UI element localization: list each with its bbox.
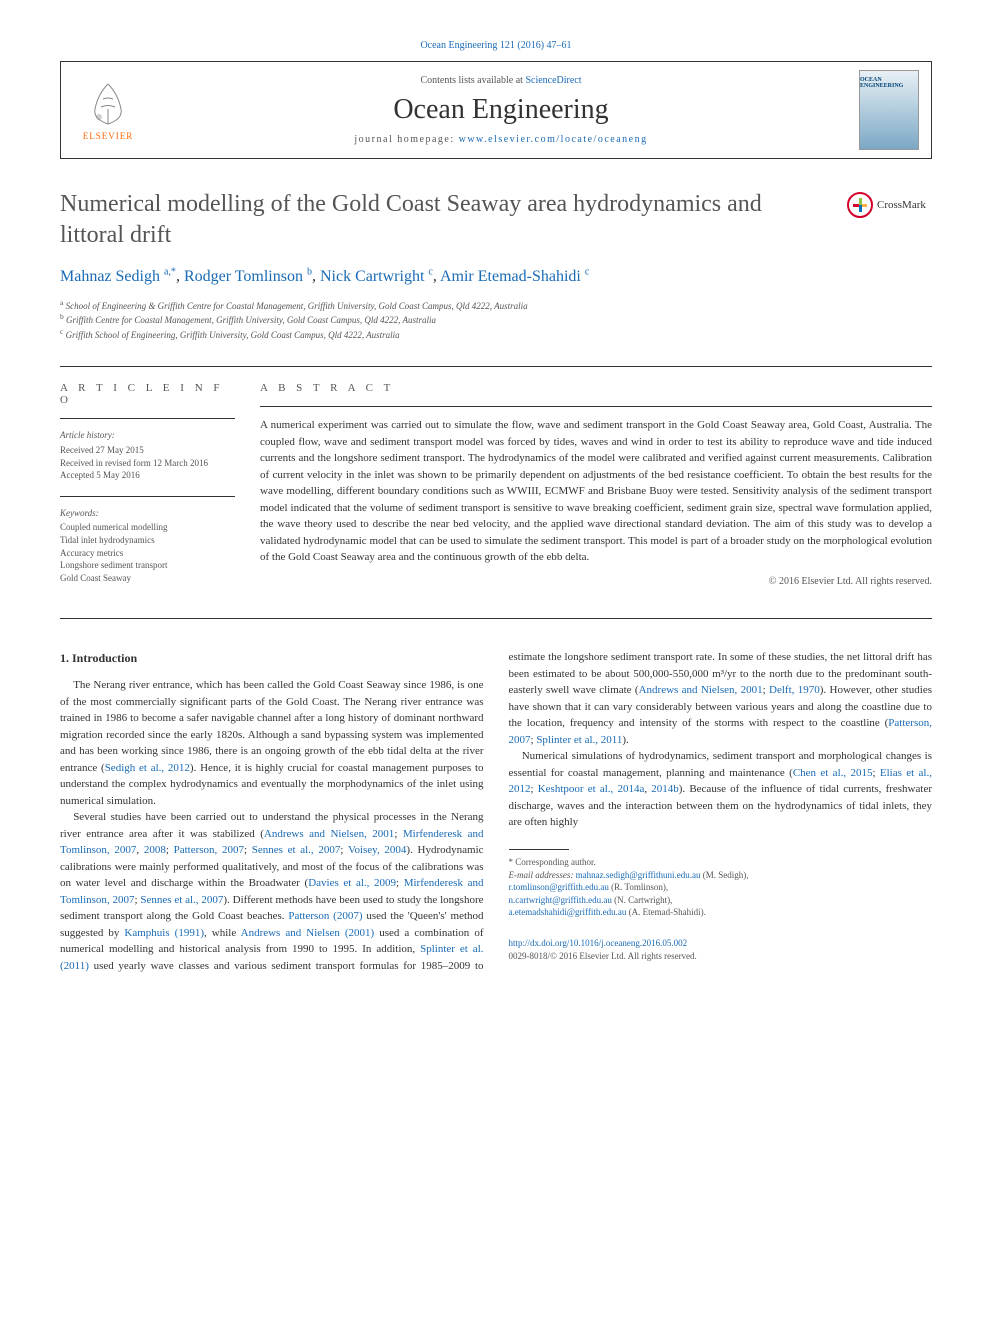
history-item: Received 27 May 2015 — [60, 444, 235, 457]
abstract: A B S T R A C T A numerical experiment w… — [260, 382, 932, 598]
homepage-prefix: journal homepage: — [354, 134, 458, 145]
citation-ref[interactable]: Sedigh et al., 2012 — [105, 762, 190, 774]
affiliation: c Griffith School of Engineering, Griffi… — [60, 327, 932, 342]
email-line: E-mail addresses: mahnaz.sedigh@griffith… — [509, 869, 933, 882]
author: Amir Etemad-Shahidi c — [440, 268, 589, 285]
citation-ref[interactable]: Andrews and Nielsen, 2001 — [639, 684, 763, 696]
journal-cover: OCEAN ENGINEERING — [859, 70, 919, 150]
footnotes: * Corresponding author. E-mail addresses… — [509, 856, 933, 919]
copyright: © 2016 Elsevier Ltd. All rights reserved… — [260, 576, 932, 587]
email-line: r.tomlinson@griffith.edu.au (R. Tomlinso… — [509, 881, 933, 894]
article-title: Numerical modelling of the Gold Coast Se… — [60, 189, 827, 251]
authors-line: Mahnaz Sedigh a,*, Rodger Tomlinson b, N… — [60, 266, 932, 285]
citation-ref[interactable]: Sennes et al., 2007 — [252, 844, 341, 856]
citation-ref[interactable]: 2014b — [651, 783, 679, 795]
email-line: n.cartwright@griffith.edu.au (N. Cartwri… — [509, 894, 933, 907]
top-citation: Ocean Engineering 121 (2016) 47–61 — [60, 40, 932, 51]
citation-ref[interactable]: Sennes et al., 2007 — [140, 894, 223, 906]
abstract-text: A numerical experiment was carried out t… — [260, 417, 932, 566]
divider — [60, 418, 235, 419]
citation-ref[interactable]: Andrews and Nielsen, 2001 — [264, 828, 394, 840]
cover-label: OCEAN ENGINEERING — [860, 77, 918, 89]
email-link[interactable]: r.tomlinson@griffith.edu.au — [509, 882, 609, 892]
citation-ref[interactable]: Kamphuis (1991) — [124, 927, 204, 939]
citation-ref[interactable]: Delft, 1970 — [769, 684, 820, 696]
issn-copyright: 0029-8018/© 2016 Elsevier Ltd. All right… — [509, 950, 933, 964]
body-text: 1. Introduction The Nerang river entranc… — [60, 649, 932, 974]
citation-ref[interactable]: Keshtpoor et al., 2014a — [538, 783, 645, 795]
paragraph: The Nerang river entrance, which has bee… — [60, 677, 484, 809]
journal-name: Ocean Engineering — [143, 94, 859, 126]
footnote-separator — [509, 849, 569, 850]
email-link[interactable]: n.cartwright@griffith.edu.au — [509, 895, 612, 905]
history-label: Article history: — [60, 429, 235, 442]
section-heading: 1. Introduction — [60, 649, 484, 667]
corresponding-note: * Corresponding author. — [509, 856, 933, 869]
keyword: Longshore sediment transport — [60, 559, 235, 572]
email-line: a.etemadshahidi@griffith.edu.au (A. Etem… — [509, 906, 933, 919]
contents-prefix: Contents lists available at — [420, 75, 525, 86]
history-item: Accepted 5 May 2016 — [60, 469, 235, 482]
history-item: Received in revised form 12 March 2016 — [60, 457, 235, 470]
publisher-name: ELSEVIER — [83, 131, 134, 141]
keyword: Gold Coast Seaway — [60, 572, 235, 585]
crossmark-icon — [847, 192, 873, 218]
keyword: Coupled numerical modelling — [60, 521, 235, 534]
citation-ref[interactable]: Patterson, 2007 — [174, 844, 244, 856]
contents-line: Contents lists available at ScienceDirec… — [143, 75, 859, 86]
divider — [60, 366, 932, 367]
citation-ref[interactable]: Chen et al., 2015 — [793, 767, 873, 779]
elsevier-logo: ELSEVIER — [73, 70, 143, 150]
keyword: Accuracy metrics — [60, 547, 235, 560]
elsevier-tree-icon — [83, 79, 133, 129]
abstract-heading: A B S T R A C T — [260, 382, 932, 394]
affiliation: b Griffith Centre for Coastal Management… — [60, 312, 932, 327]
citation-ref[interactable]: Voisey, 2004 — [348, 844, 406, 856]
citation-ref[interactable]: Patterson (2007) — [288, 910, 362, 922]
crossmark-label: CrossMark — [877, 199, 926, 211]
paragraph: Numerical simulations of hydrodynamics, … — [509, 748, 933, 831]
citation-ref[interactable]: 2008 — [144, 844, 166, 856]
homepage-link[interactable]: www.elsevier.com/locate/oceaneng — [459, 134, 648, 145]
keyword: Tidal inlet hydrodynamics — [60, 534, 235, 547]
sciencedirect-link[interactable]: ScienceDirect — [525, 75, 581, 86]
citation-ref[interactable]: Davies et al., 2009 — [308, 877, 396, 889]
divider — [60, 496, 235, 497]
citation-ref[interactable]: Splinter et al., 2011 — [536, 734, 622, 746]
crossmark-badge[interactable]: CrossMark — [847, 189, 932, 221]
email-link[interactable]: a.etemadshahidi@griffith.edu.au — [509, 907, 627, 917]
affiliation: a School of Engineering & Griffith Centr… — [60, 298, 932, 313]
author: Nick Cartwright c — [320, 268, 433, 285]
author: Mahnaz Sedigh a,* — [60, 268, 176, 285]
article-info-heading: A R T I C L E I N F O — [60, 382, 235, 406]
author: Rodger Tomlinson b — [184, 268, 312, 285]
citation-ref[interactable]: Andrews and Nielsen (2001) — [241, 927, 375, 939]
doi-link[interactable]: http://dx.doi.org/10.1016/j.oceaneng.201… — [509, 937, 933, 951]
keywords-label: Keywords: — [60, 507, 235, 520]
article-info: A R T I C L E I N F O Article history: R… — [60, 382, 235, 598]
divider — [60, 618, 932, 619]
affiliations: a School of Engineering & Griffith Centr… — [60, 298, 932, 342]
page-footer: http://dx.doi.org/10.1016/j.oceaneng.201… — [509, 937, 933, 964]
divider — [260, 406, 932, 407]
email-link[interactable]: mahnaz.sedigh@griffithuni.edu.au — [576, 870, 701, 880]
journal-header: ELSEVIER Contents lists available at Sci… — [60, 61, 932, 159]
homepage-line: journal homepage: www.elsevier.com/locat… — [143, 134, 859, 145]
